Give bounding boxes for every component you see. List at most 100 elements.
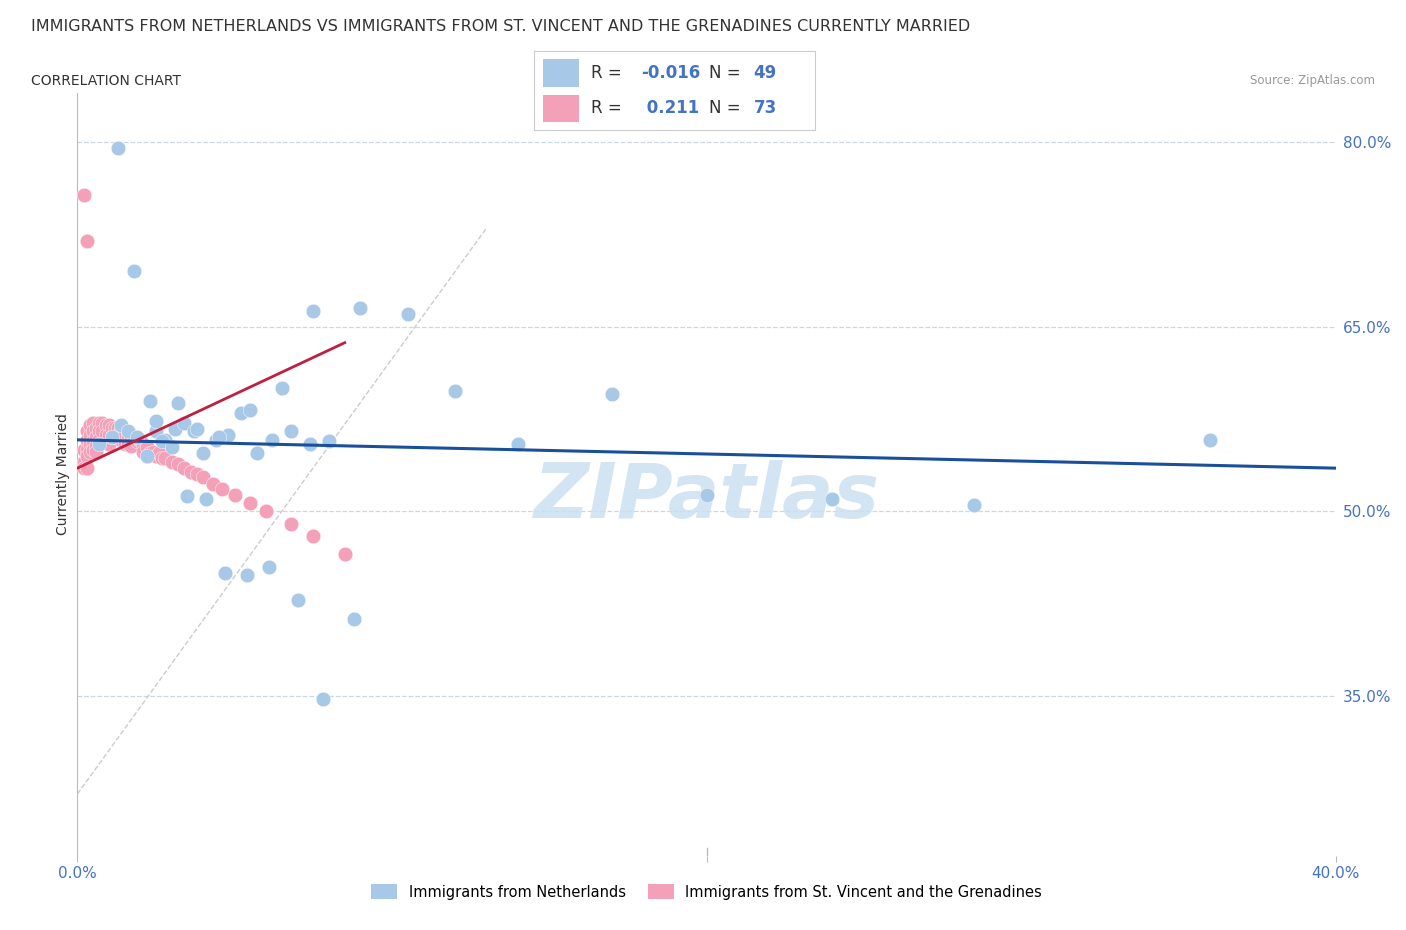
Point bbox=[135, 448, 157, 463]
Point bbox=[180, 464, 202, 479]
Point bbox=[91, 415, 114, 430]
Point bbox=[114, 436, 136, 451]
Point bbox=[191, 470, 215, 485]
Point bbox=[127, 433, 149, 448]
Point bbox=[302, 303, 325, 318]
Point bbox=[82, 443, 104, 458]
Text: 0.211: 0.211 bbox=[641, 100, 699, 117]
Point bbox=[76, 233, 98, 248]
Point bbox=[101, 420, 124, 435]
Point bbox=[117, 428, 139, 443]
Point bbox=[76, 460, 98, 475]
Point bbox=[239, 403, 262, 418]
Point bbox=[94, 418, 117, 432]
Point bbox=[349, 300, 371, 315]
Text: ZIPatlas: ZIPatlas bbox=[533, 460, 880, 534]
Point bbox=[167, 395, 190, 410]
Text: CORRELATION CHART: CORRELATION CHART bbox=[31, 74, 181, 88]
Point bbox=[280, 516, 302, 531]
Text: R =: R = bbox=[591, 64, 627, 82]
Point bbox=[84, 439, 107, 454]
Point bbox=[506, 436, 529, 451]
Point bbox=[76, 432, 98, 447]
Text: N =: N = bbox=[709, 100, 745, 117]
Point bbox=[254, 504, 277, 519]
Point bbox=[333, 547, 356, 562]
Point bbox=[211, 482, 233, 497]
Point bbox=[173, 415, 195, 430]
Point bbox=[186, 421, 208, 436]
Point bbox=[84, 445, 107, 459]
Point bbox=[246, 446, 269, 461]
Point bbox=[127, 430, 149, 445]
Text: IMMIGRANTS FROM NETHERLANDS VS IMMIGRANTS FROM ST. VINCENT AND THE GRENADINES CU: IMMIGRANTS FROM NETHERLANDS VS IMMIGRANT… bbox=[31, 19, 970, 33]
Point bbox=[104, 430, 127, 445]
Point bbox=[72, 188, 94, 203]
Point bbox=[145, 448, 167, 463]
Point bbox=[229, 405, 252, 420]
Point bbox=[396, 307, 419, 322]
Point bbox=[107, 428, 129, 443]
Point bbox=[138, 393, 160, 408]
Point bbox=[110, 432, 132, 447]
Point bbox=[72, 443, 94, 458]
Point bbox=[79, 418, 101, 432]
Point bbox=[132, 436, 155, 451]
Point bbox=[82, 424, 104, 439]
Text: N =: N = bbox=[709, 64, 745, 82]
Point bbox=[963, 498, 986, 512]
FancyBboxPatch shape bbox=[543, 95, 579, 123]
Point bbox=[239, 495, 262, 510]
Point bbox=[72, 460, 94, 475]
Point bbox=[150, 451, 173, 466]
Point bbox=[204, 432, 226, 447]
Point bbox=[155, 432, 177, 447]
Point bbox=[107, 420, 129, 435]
Point bbox=[1199, 432, 1222, 447]
Point bbox=[138, 446, 160, 461]
Point bbox=[114, 428, 136, 443]
Point bbox=[155, 451, 177, 466]
Text: -0.016: -0.016 bbox=[641, 64, 700, 82]
Text: Source: ZipAtlas.com: Source: ZipAtlas.com bbox=[1250, 74, 1375, 87]
Point bbox=[135, 448, 157, 463]
Point bbox=[145, 424, 167, 439]
Point bbox=[82, 433, 104, 448]
Point bbox=[117, 424, 139, 439]
Point bbox=[89, 436, 111, 451]
Point bbox=[107, 141, 129, 156]
Point bbox=[343, 612, 366, 627]
Point bbox=[236, 567, 259, 582]
Point bbox=[104, 420, 127, 435]
Point bbox=[302, 528, 325, 543]
Point bbox=[84, 420, 107, 435]
Point bbox=[208, 430, 231, 445]
Point bbox=[173, 460, 195, 475]
Point bbox=[122, 264, 145, 279]
Point bbox=[262, 432, 284, 447]
Point bbox=[101, 430, 124, 445]
Point bbox=[150, 433, 173, 448]
Text: 49: 49 bbox=[754, 64, 778, 82]
Text: 73: 73 bbox=[754, 100, 778, 117]
Point bbox=[79, 436, 101, 451]
Point bbox=[76, 448, 98, 463]
Point bbox=[97, 428, 120, 443]
Point bbox=[97, 418, 120, 432]
Point bbox=[120, 439, 142, 454]
Point bbox=[318, 433, 340, 448]
Point bbox=[176, 489, 198, 504]
Point bbox=[89, 415, 111, 430]
Y-axis label: Currently Married: Currently Married bbox=[56, 413, 70, 536]
Point bbox=[160, 455, 183, 470]
Point bbox=[117, 436, 139, 451]
Point bbox=[110, 424, 132, 439]
Point bbox=[217, 428, 239, 443]
Point bbox=[89, 424, 111, 439]
Point bbox=[696, 487, 718, 502]
Point bbox=[84, 430, 107, 445]
Point bbox=[201, 477, 224, 492]
Point bbox=[76, 424, 98, 439]
Point bbox=[163, 421, 186, 436]
Point bbox=[145, 414, 167, 429]
